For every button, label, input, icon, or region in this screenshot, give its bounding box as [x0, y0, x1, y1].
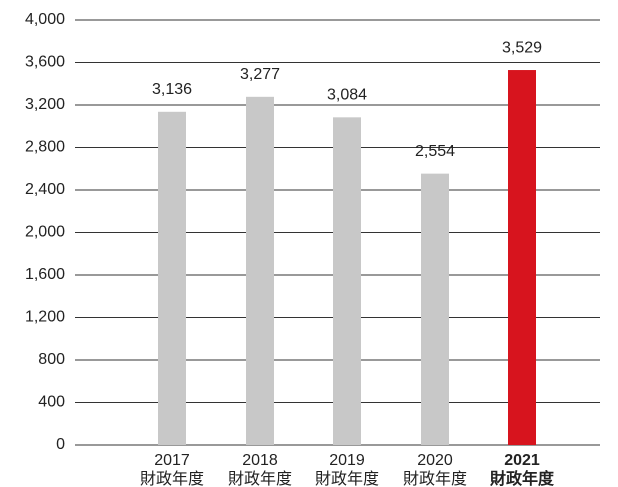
y-tick-label: 4,000	[25, 11, 65, 28]
x-tick-label: 2019	[329, 452, 365, 469]
x-tick-label: 2018	[242, 452, 278, 469]
y-tick-label: 0	[56, 436, 65, 453]
y-tick-label: 2,000	[25, 224, 65, 241]
y-tick-label: 400	[38, 394, 65, 411]
bar	[333, 117, 361, 445]
x-tick-label: 2020	[417, 452, 453, 469]
x-tick-sublabel: 財政年度	[315, 470, 379, 487]
value-label: 3,084	[327, 87, 367, 104]
x-tick-sublabel: 財政年度	[140, 470, 204, 487]
value-label: 2,554	[415, 143, 455, 160]
y-tick-label: 1,200	[25, 309, 65, 326]
bar	[246, 96, 274, 445]
value-label: 3,529	[502, 39, 542, 56]
x-tick-label: 2017	[154, 452, 190, 469]
bar	[421, 173, 449, 445]
x-tick-label: 2021	[504, 452, 540, 469]
y-tick-label: 3,600	[25, 54, 65, 71]
x-tick-sublabel: 財政年度	[490, 469, 555, 487]
value-label: 3,277	[240, 66, 280, 83]
y-tick-label: 2,800	[25, 139, 65, 156]
bar	[158, 111, 186, 446]
y-tick-label: 3,200	[25, 96, 65, 113]
bar	[508, 70, 536, 445]
y-tick-label: 2,400	[25, 181, 65, 198]
y-tick-label: 800	[38, 351, 65, 368]
value-label: 3,136	[152, 81, 192, 98]
x-tick-sublabel: 財政年度	[403, 470, 467, 487]
x-tick-sublabel: 財政年度	[228, 470, 292, 487]
y-tick-label: 1,600	[25, 266, 65, 283]
